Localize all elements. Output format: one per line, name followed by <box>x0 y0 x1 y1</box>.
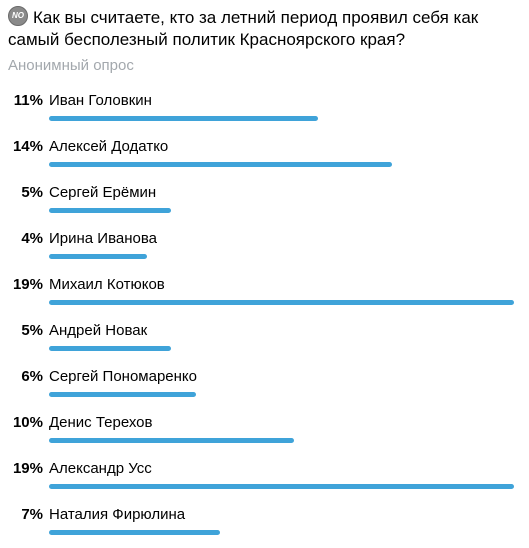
option-label: Андрей Новак <box>49 322 148 339</box>
poll-header: NO Как вы считаете, кто за летний период … <box>8 6 523 75</box>
poll-option[interactable]: 14% Алексей Додатко <box>0 134 529 180</box>
option-percent: 6% <box>21 368 43 385</box>
option-label: Сергей Пономаренко <box>49 368 197 385</box>
no-badge-icon: NO <box>8 6 28 26</box>
option-bar <box>49 162 392 167</box>
option-bar <box>49 300 514 305</box>
option-bar <box>49 208 171 213</box>
poll-type-label: Анонимный опрос <box>8 57 134 74</box>
option-percent: 14% <box>12 138 43 155</box>
option-percent: 19% <box>12 460 43 477</box>
option-bar <box>49 484 514 489</box>
option-bar <box>49 254 147 259</box>
option-percent: 11% <box>13 92 43 109</box>
option-percent: 4% <box>21 230 43 247</box>
option-label: Иван Головкин <box>49 92 152 109</box>
poll-option[interactable]: 19% Александр Усс <box>0 456 529 502</box>
option-bar <box>49 530 220 535</box>
poll-option[interactable]: 19% Михаил Котюков <box>0 272 529 318</box>
option-label: Александр Усс <box>49 460 152 477</box>
poll-option[interactable]: 7% Наталия Фирюлина <box>0 502 529 548</box>
poll-option[interactable]: 5% Сергей Ерёмин <box>0 180 529 226</box>
option-label: Денис Терехов <box>49 414 153 431</box>
poll-option[interactable]: 11% Иван Головкин <box>0 88 529 134</box>
option-bar <box>49 392 196 397</box>
option-label: Наталия Фирюлина <box>49 506 186 523</box>
badge-text: NO <box>12 11 24 20</box>
option-percent: 5% <box>21 322 43 339</box>
option-bar <box>49 116 318 121</box>
poll-option[interactable]: 4% Ирина Иванова <box>0 226 529 272</box>
option-percent: 10% <box>12 414 43 431</box>
poll-option[interactable]: 5% Андрей Новак <box>0 318 529 364</box>
option-percent: 19% <box>12 276 43 293</box>
poll-options: 11% Иван Головкин 14% Алексей Додатко 5%… <box>0 88 529 548</box>
option-bar <box>49 438 294 443</box>
poll-question-text: Как вы считаете, кто за летний период пр… <box>8 8 479 49</box>
option-label: Ирина Иванова <box>49 230 157 247</box>
option-label: Алексей Додатко <box>49 138 169 155</box>
poll-question: NO Как вы считаете, кто за летний период … <box>8 6 523 51</box>
option-percent: 5% <box>21 184 43 201</box>
option-label: Сергей Ерёмин <box>49 184 157 201</box>
poll-option[interactable]: 6% Сергей Пономаренко <box>0 364 529 410</box>
option-bar <box>49 346 171 351</box>
option-percent: 7% <box>21 506 43 523</box>
option-label: Михаил Котюков <box>49 276 165 293</box>
poll-option[interactable]: 10% Денис Терехов <box>0 410 529 456</box>
